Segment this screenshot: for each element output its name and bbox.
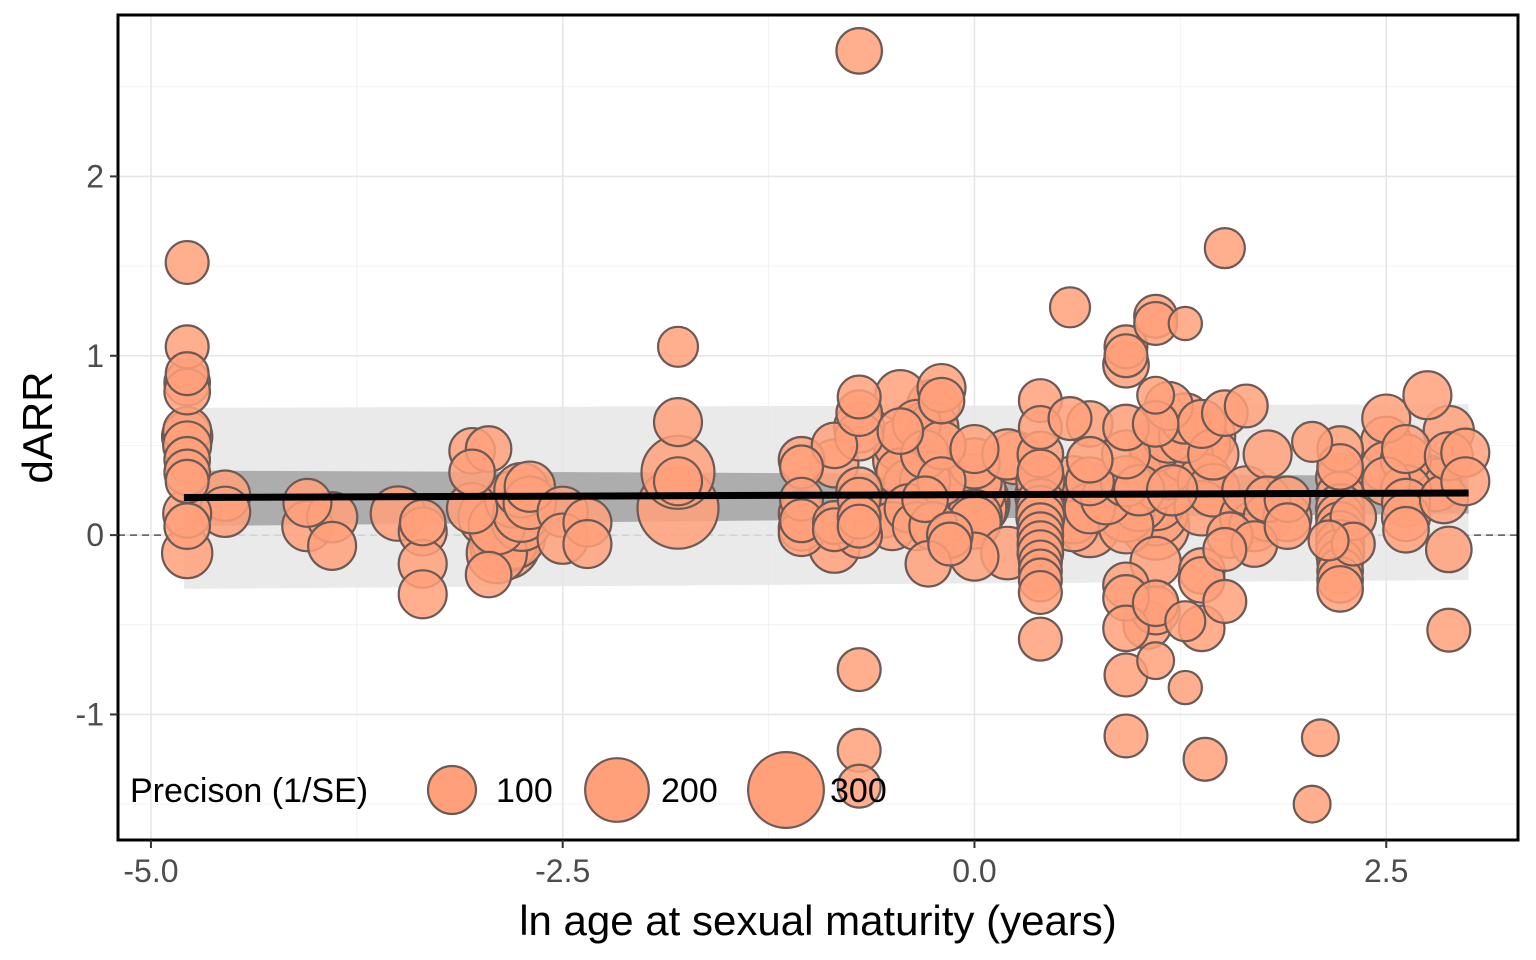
data-point [1017, 569, 1063, 616]
regression-line-group [183, 489, 1469, 501]
data-point [810, 421, 859, 470]
data-point [876, 407, 925, 455]
data-point [1424, 525, 1473, 574]
x-axis-title: ln age at sexual maturity (years) [519, 897, 1117, 944]
data-point [836, 503, 882, 549]
legend-key-circle [426, 764, 478, 816]
data-point [464, 550, 513, 599]
y-tick-label: 2 [86, 158, 104, 194]
y-axis-title: dARR [14, 371, 61, 483]
data-point [656, 325, 700, 368]
data-point [1136, 641, 1176, 681]
legend-key-label: 100 [496, 772, 553, 810]
data-point [1291, 420, 1334, 463]
data-point [397, 569, 448, 620]
legend-title: Precison (1/SE) [130, 772, 368, 810]
y-tick-label: 0 [86, 517, 104, 553]
data-point [835, 27, 884, 75]
legend-key-label: 200 [661, 772, 718, 810]
data-point [1380, 423, 1432, 475]
data-point [901, 475, 949, 524]
data-point [1167, 669, 1204, 706]
data-point [836, 374, 882, 420]
x-axis-ticks: -5.0 -2.5 0.0 2.5 [123, 840, 1408, 889]
data-point [1202, 526, 1248, 572]
data-point [949, 423, 1000, 475]
data-point [1203, 227, 1246, 270]
data-point [1048, 286, 1092, 329]
data-point [163, 502, 212, 550]
panel-border [116, 13, 1520, 842]
x-tick-label: 0.0 [952, 853, 996, 889]
data-point [927, 521, 973, 567]
legend-key-circle [584, 757, 650, 823]
x-tick-label: 2.5 [1364, 853, 1408, 889]
data-point [1167, 305, 1204, 342]
legend-key-circle [747, 751, 825, 829]
data-point [1223, 383, 1269, 429]
data-point [1263, 502, 1312, 550]
legend-key-label: 300 [830, 772, 887, 810]
legend: Precison (1/SE) 100 200 300 [130, 751, 887, 829]
data-point [1145, 464, 1199, 517]
data-point [448, 448, 496, 497]
data-point [1103, 713, 1149, 759]
data-point [562, 519, 613, 570]
data-point [398, 498, 447, 547]
data-point [164, 239, 210, 286]
data-point [164, 351, 210, 397]
x-tick-label: -5.0 [123, 853, 178, 889]
data-points [160, 27, 1491, 824]
regression-line [183, 489, 1469, 501]
data-point [1182, 736, 1228, 782]
data-point [836, 647, 882, 693]
data-point [1017, 616, 1063, 662]
data-point [1440, 456, 1491, 507]
data-point [1103, 333, 1149, 379]
data-point [652, 397, 704, 448]
data-point [1300, 718, 1340, 758]
data-point [1382, 505, 1430, 554]
data-point [1292, 784, 1332, 824]
data-point [1065, 435, 1114, 484]
data-point [1426, 607, 1472, 653]
y-tick-label: -1 [76, 696, 104, 732]
data-point [1242, 429, 1293, 480]
data-point [1136, 375, 1176, 415]
data-point [1016, 448, 1065, 497]
data-point [307, 520, 358, 571]
data-point [1164, 600, 1207, 643]
data-point [1402, 370, 1453, 421]
data-point [1316, 565, 1364, 613]
data-point [917, 376, 966, 425]
y-tick-label: 1 [86, 338, 104, 374]
data-point [1307, 519, 1350, 562]
data-point [282, 477, 333, 528]
data-point [1202, 578, 1248, 624]
data-point [1316, 443, 1364, 491]
data-point [836, 763, 882, 809]
y-axis-ticks: -1 0 1 2 [76, 158, 118, 732]
data-point [1047, 396, 1093, 442]
x-tick-label: -2.5 [535, 853, 590, 889]
data-point [164, 458, 210, 504]
